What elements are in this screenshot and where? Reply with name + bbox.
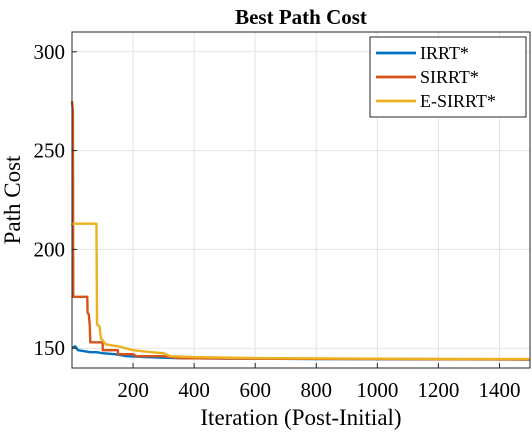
series-line-sirrt (70, 101, 531, 361)
legend-label: IRRT* (420, 43, 469, 63)
x-tick-label: 1200 (417, 378, 459, 402)
axis-ticks: 200 400 600 800 1000 1200 1400 150 200 250 300 (34, 40, 521, 402)
y-tick-label: 300 (34, 40, 66, 64)
legend-label: SIRRT* (420, 67, 479, 87)
legend-label: E-SIRRT* (420, 91, 496, 111)
x-tick-label: 800 (301, 378, 333, 402)
x-tick-label: 1400 (478, 378, 520, 402)
x-tick-label: 600 (239, 378, 271, 402)
y-tick-label: 250 (34, 139, 66, 163)
chart-title: Best Path Cost (235, 5, 367, 29)
legend-items: IRRT* SIRRT* E-SIRRT* (376, 43, 496, 111)
x-tick-label: 400 (178, 378, 210, 402)
x-axis-label: Iteration (Post-Initial) (200, 405, 401, 430)
x-tick-label: 200 (117, 378, 149, 402)
x-tick-label: 1000 (356, 378, 398, 402)
y-tick-label: 150 (34, 336, 66, 360)
plot-frame (71, 31, 531, 369)
series-line-e-sirrt (70, 222, 531, 361)
legend: IRRT* SIRRT* E-SIRRT* (369, 36, 527, 118)
series-lines (70, 101, 531, 361)
y-axis-label: Path Cost (0, 155, 25, 244)
y-tick-label: 200 (34, 237, 66, 261)
